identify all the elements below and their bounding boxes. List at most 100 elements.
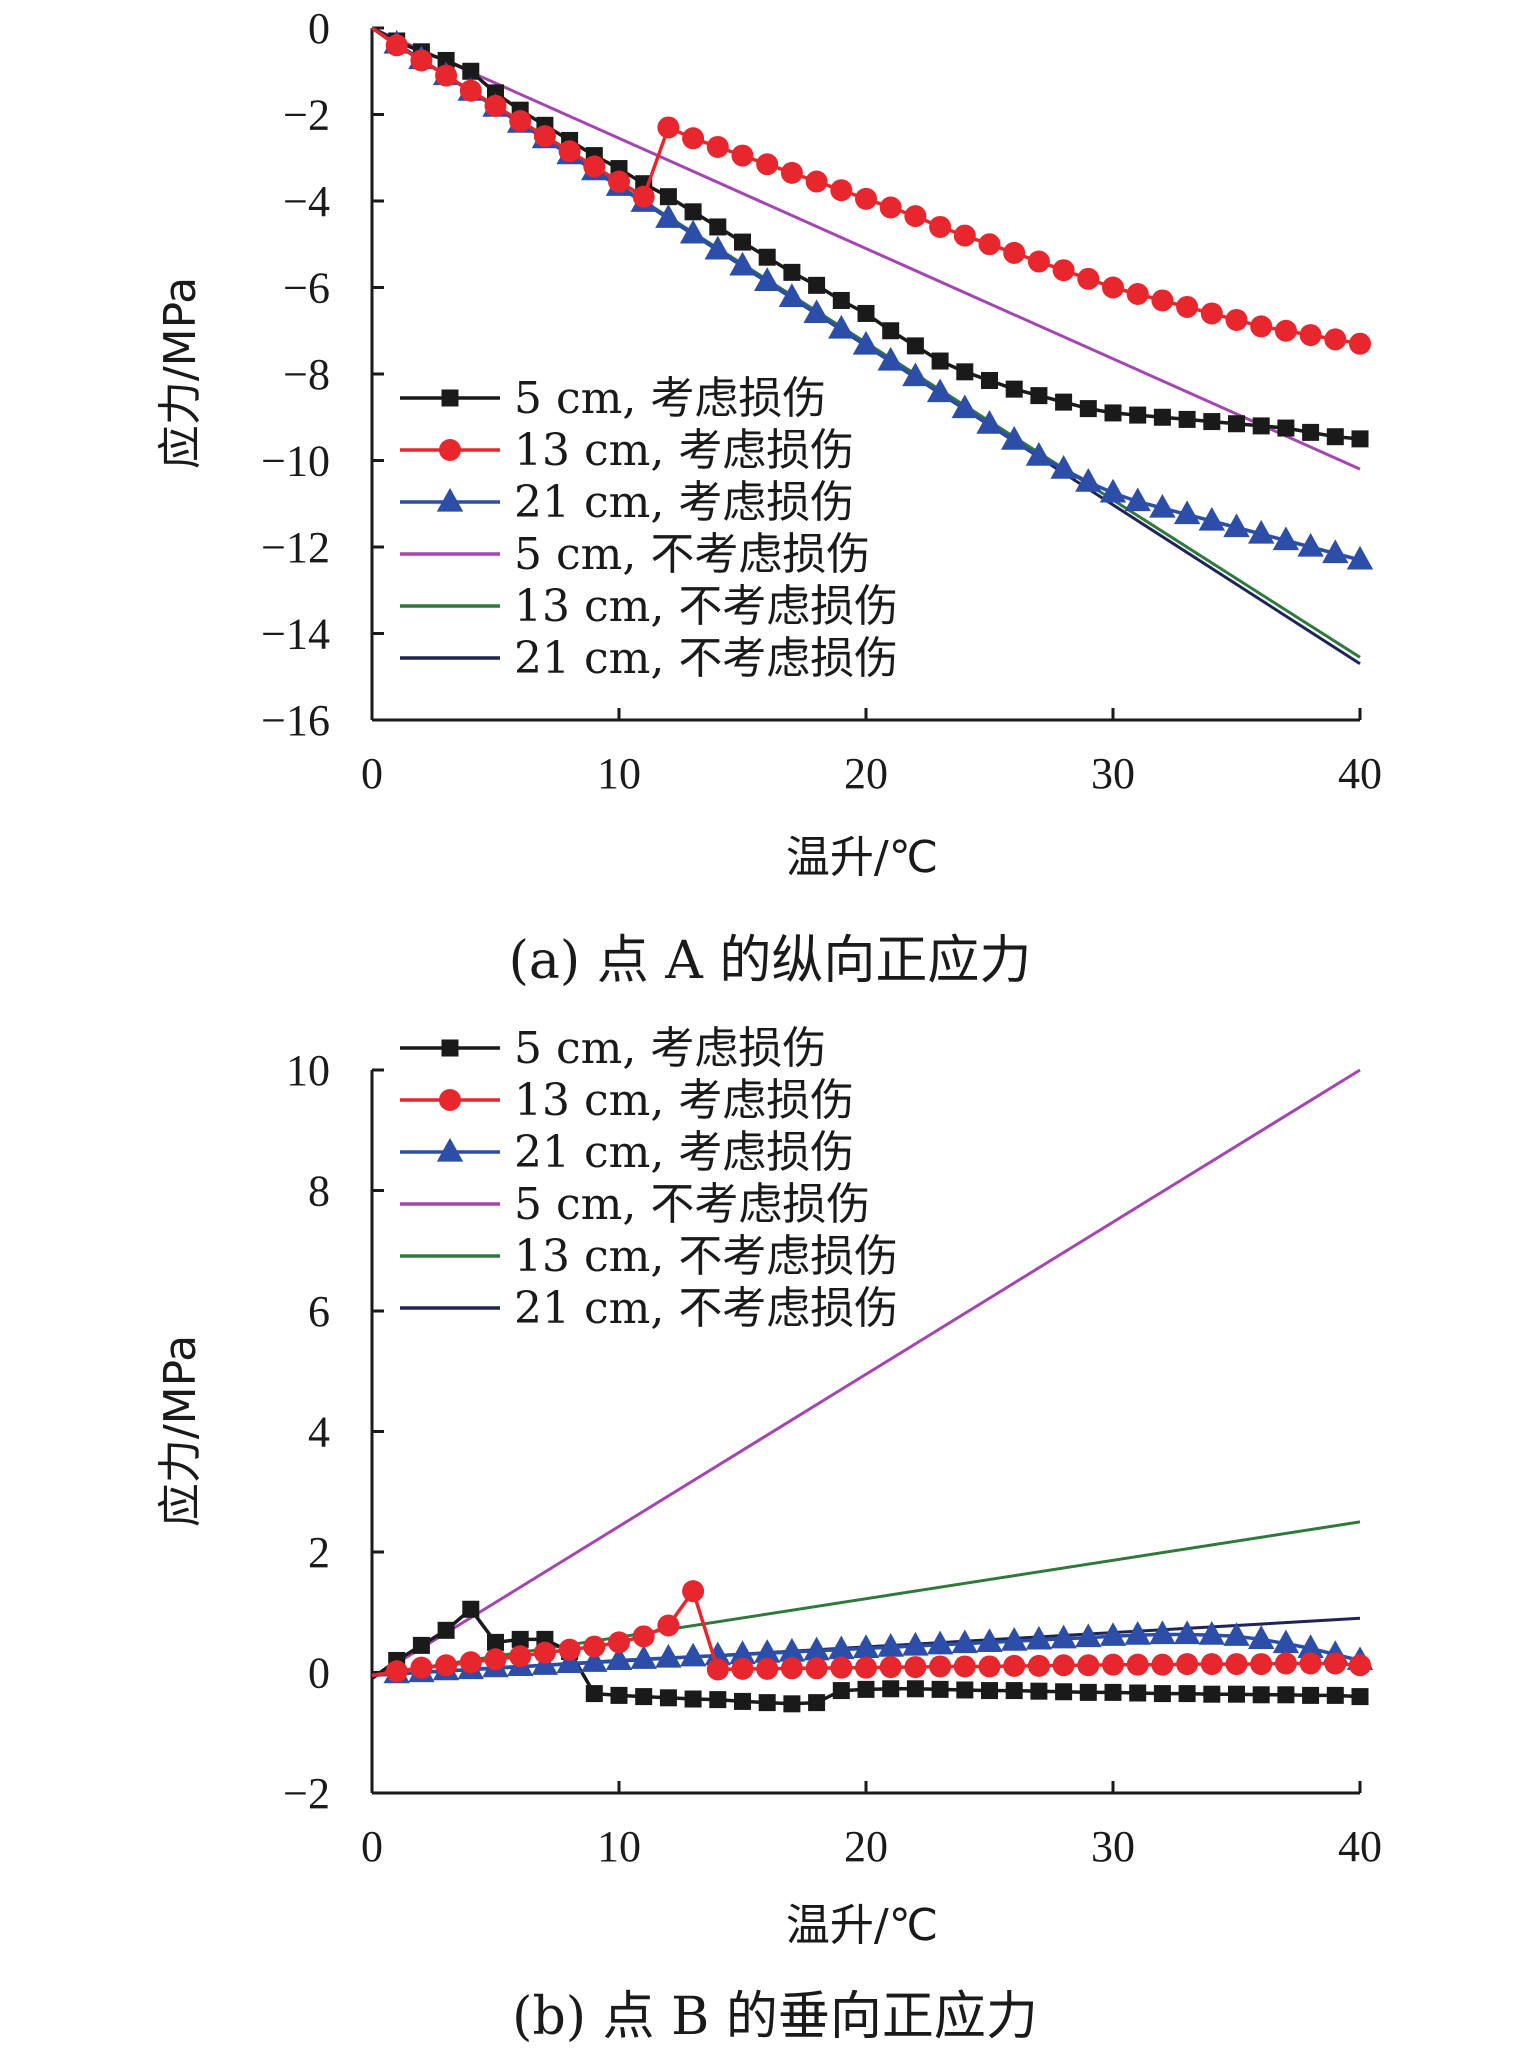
data-point [956, 1681, 974, 1699]
data-point [1050, 1624, 1077, 1649]
data-point [1223, 513, 1250, 538]
data-point [655, 204, 682, 228]
data-point [657, 116, 680, 139]
data-point [1277, 419, 1295, 437]
data-point [780, 1657, 803, 1680]
data-point [729, 251, 756, 276]
legend-marker [439, 439, 461, 461]
data-point [805, 1657, 828, 1680]
data-point [828, 1635, 855, 1660]
legend-label: 13 cm, 不考虑损伤 [514, 1231, 898, 1282]
data-point [882, 322, 900, 340]
data-point [435, 64, 458, 87]
x-tick-label: 40 [1338, 1822, 1382, 1871]
x-axis-title: 温升/℃ [786, 832, 938, 883]
data-point [1351, 430, 1369, 448]
data-point [1027, 250, 1050, 273]
data-point [1248, 519, 1275, 544]
data-point [1055, 393, 1073, 411]
data-point [1200, 1653, 1223, 1676]
data-point [976, 1628, 1003, 1652]
legend-label: 21 cm, 不考虑损伤 [514, 633, 898, 684]
data-point [931, 1680, 949, 1698]
data-point [1027, 1654, 1050, 1677]
data-point [410, 1656, 433, 1679]
data-point [679, 219, 707, 244]
data-point [437, 1621, 455, 1639]
data-point [877, 1633, 904, 1657]
legend-marker [436, 487, 464, 512]
data-point [852, 330, 880, 355]
data-point [1250, 1653, 1273, 1676]
data-point [1099, 1622, 1127, 1646]
data-point [1302, 1686, 1320, 1704]
data-point [808, 1694, 826, 1712]
data-point [1129, 406, 1147, 424]
panel-caption: (b) 点 B 的垂向正应力 [512, 1987, 1038, 2047]
data-point [1025, 1625, 1053, 1650]
data-point [1005, 1682, 1023, 1700]
data-point [926, 378, 954, 403]
data-point [756, 1657, 779, 1680]
data-point [1052, 1654, 1075, 1677]
data-point [1277, 1686, 1295, 1704]
data-point [877, 346, 904, 371]
data-point [610, 1686, 628, 1704]
data-point [1228, 1685, 1245, 1703]
data-point [682, 127, 705, 150]
data-point [558, 140, 581, 163]
data-point [1102, 276, 1124, 299]
data-point [581, 1648, 608, 1672]
data-point [659, 1689, 677, 1707]
data-point [976, 410, 1003, 434]
data-point [1223, 1622, 1250, 1646]
data-point [484, 1648, 507, 1671]
data-point [832, 1682, 850, 1700]
data-point [906, 1680, 924, 1698]
data-point [758, 1694, 776, 1712]
data-point [778, 1637, 806, 1662]
data-point [803, 299, 830, 324]
data-point [1322, 539, 1349, 564]
data-point [385, 1660, 408, 1683]
data-point [632, 185, 655, 208]
y-tick-label: 10 [286, 1046, 330, 1095]
data-point [978, 233, 1001, 256]
data-point [585, 1685, 603, 1703]
data-point [385, 34, 408, 57]
data-point [1252, 417, 1270, 435]
data-point [556, 1649, 583, 1674]
data-point [659, 188, 677, 206]
data-point [435, 1654, 458, 1677]
data-point [684, 1690, 702, 1708]
legend-item: 21 cm, 不考虑损伤 [400, 633, 898, 684]
data-point [1297, 1634, 1324, 1658]
data-point [412, 1636, 430, 1654]
data-point [511, 1630, 529, 1648]
data-point [852, 1634, 880, 1658]
data-point [756, 153, 779, 176]
series-s13_damage [370, 26, 1371, 355]
data-point [1178, 1685, 1196, 1703]
data-point [1349, 332, 1371, 355]
x-tick-label: 20 [844, 749, 888, 798]
data-point [981, 371, 998, 389]
data-point [1274, 1652, 1297, 1675]
data-point [1030, 1682, 1048, 1700]
data-point [1003, 1654, 1026, 1677]
data-point [1077, 267, 1100, 290]
data-point [1075, 1623, 1102, 1648]
data-point [1326, 428, 1344, 446]
data-point [410, 49, 433, 72]
data-point [783, 263, 801, 281]
legend-item: 5 cm, 考虑损伤 [400, 373, 826, 424]
data-point [904, 1656, 927, 1679]
data-point [902, 362, 929, 387]
data-point [1324, 1652, 1347, 1675]
data-point [1178, 410, 1196, 428]
data-point [437, 51, 455, 69]
data-point [484, 94, 507, 117]
data-point [709, 218, 727, 236]
